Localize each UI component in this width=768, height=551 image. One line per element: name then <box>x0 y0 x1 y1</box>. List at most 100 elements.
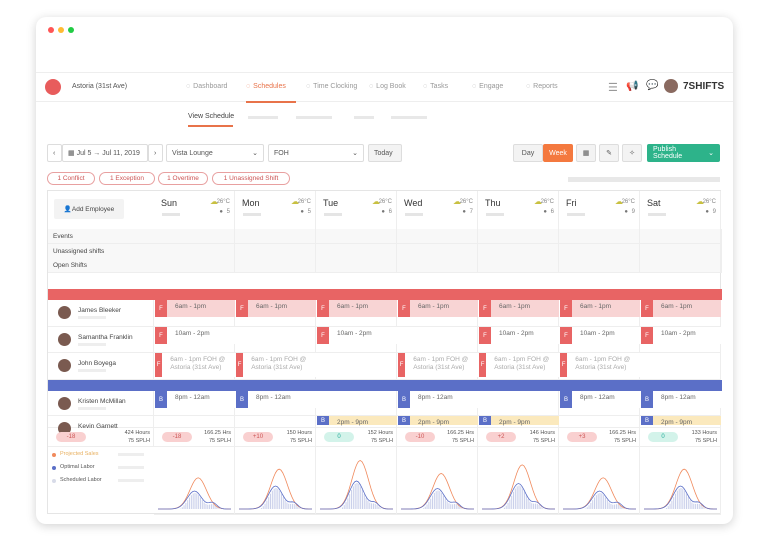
day-header[interactable]: Wed ☁ 26°C ● 7 <box>397 191 478 229</box>
shift-block[interactable]: B 8pm - 12am <box>236 391 316 408</box>
minimize-dot[interactable] <box>58 27 64 33</box>
shift-block[interactable]: F 6am - 1pm <box>641 300 721 317</box>
shift-block[interactable]: F 6am - 1pm FOH @ Astoria (31st Ave) <box>398 353 478 377</box>
shift-block[interactable]: B 2pm - 9pm <box>641 416 721 426</box>
day-header[interactable]: Sun ☁ 26°C ● 5 <box>154 191 235 229</box>
shift-cell[interactable] <box>316 391 397 416</box>
alert-pill[interactable]: 1 Exception <box>99 172 155 185</box>
info-cell[interactable] <box>640 229 721 244</box>
day-view-button[interactable]: Day <box>513 144 543 162</box>
shift-cell[interactable] <box>640 353 721 380</box>
employee-cell[interactable] <box>48 300 154 327</box>
shift-cell[interactable] <box>235 416 316 428</box>
info-cell[interactable] <box>559 243 640 259</box>
info-cell[interactable] <box>478 243 559 259</box>
week-view-button[interactable]: Week <box>543 144 573 162</box>
info-cell[interactable] <box>316 243 397 259</box>
shift-block[interactable]: B 8pm - 12am <box>398 391 478 408</box>
info-cell[interactable] <box>235 258 316 273</box>
day-header[interactable]: Tue ☁ 26°C ● 6 <box>316 191 397 229</box>
employee-cell[interactable] <box>48 391 154 416</box>
info-cell[interactable] <box>154 258 235 273</box>
shift-block[interactable]: B 8pm - 12am <box>560 391 640 408</box>
shift-block[interactable]: B 8pm - 12am <box>641 391 721 408</box>
nav-time-clocking[interactable]: ◌ Time Clocking <box>306 83 357 90</box>
info-cell[interactable] <box>559 258 640 273</box>
shift-block[interactable]: F 6am - 1pm <box>236 300 316 317</box>
shift-cell[interactable] <box>316 353 397 380</box>
info-cell[interactable] <box>478 229 559 244</box>
shift-block[interactable]: F 10am - 2pm <box>479 327 559 344</box>
location-select[interactable]: Vista Lounge ⌄ <box>166 144 264 162</box>
publish-schedule-button[interactable]: Publish Schedule ⌄ <box>647 144 720 162</box>
shift-cell[interactable] <box>397 327 478 353</box>
shift-block[interactable]: B 8pm - 12am <box>155 391 235 408</box>
day-header[interactable]: Mon ☁ 26°C ● 5 <box>235 191 316 229</box>
alert-pill[interactable]: 1 Unassigned Shift <box>212 172 290 185</box>
employee-name[interactable]: James Bleeker <box>78 307 121 314</box>
shift-block[interactable]: F 10am - 2pm <box>641 327 721 344</box>
info-cell[interactable] <box>316 229 397 244</box>
close-dot[interactable] <box>48 27 54 33</box>
shift-block[interactable]: F 6am - 1pm FOH @ Astoria (31st Ave) <box>236 353 316 377</box>
info-cell[interactable] <box>559 229 640 244</box>
day-header[interactable]: Thu ☁ 26°C ● 6 <box>478 191 559 229</box>
shift-block[interactable]: F 6am - 1pm <box>398 300 478 317</box>
nav-engage[interactable]: ◌ Engage <box>472 83 503 90</box>
nav-log-book[interactable]: ◌ Log Book <box>369 83 406 90</box>
info-cell[interactable] <box>316 258 397 273</box>
info-cell[interactable] <box>154 243 235 259</box>
user-avatar[interactable] <box>664 79 678 93</box>
next-week-button[interactable]: › <box>148 144 163 162</box>
shift-block[interactable]: F 6am - 1pm FOH @ Astoria (31st Ave) <box>155 353 235 377</box>
alert-pill[interactable]: 1 Overtime <box>158 172 208 185</box>
prev-week-button[interactable]: ‹ <box>47 144 62 162</box>
shift-cell[interactable] <box>559 416 640 428</box>
nav-reports[interactable]: ◌ Reports <box>526 83 558 90</box>
chat-icon[interactable]: 💬 <box>646 80 659 91</box>
alert-pill[interactable]: 1 Conflict <box>47 172 95 185</box>
shift-block[interactable]: B 2pm - 9pm <box>317 416 397 426</box>
day-header[interactable]: Sat ☁ 26°C ● 9 <box>640 191 721 229</box>
shift-cell[interactable] <box>154 416 235 428</box>
nav-schedules[interactable]: ◌ Schedules <box>246 83 286 90</box>
pencil-icon[interactable]: ✎ <box>599 144 619 162</box>
info-cell[interactable] <box>478 258 559 273</box>
shift-block[interactable]: F 6am - 1pm <box>317 300 397 317</box>
employee-name[interactable]: Kristen McMillan <box>78 398 126 405</box>
shift-block[interactable]: F 6am - 1pm <box>479 300 559 317</box>
employee-name[interactable]: Kevin Garnett <box>78 423 118 430</box>
date-range-picker[interactable]: ▦ Jul 5 → Jul 11, 2019 <box>62 144 148 162</box>
employee-name[interactable]: John Boyega <box>78 360 116 367</box>
shift-block[interactable]: B 2pm - 9pm <box>479 416 559 426</box>
maximize-dot[interactable] <box>68 27 74 33</box>
department-select[interactable]: FOH ⌄ <box>268 144 364 162</box>
layout-icon[interactable]: ▦ <box>576 144 596 162</box>
shift-block[interactable]: F 6am - 1pm FOH @ Astoria (31st Ave) <box>560 353 640 377</box>
employee-cell[interactable] <box>48 416 154 428</box>
shift-block[interactable]: F 6am - 1pm FOH @ Astoria (31st Ave) <box>479 353 559 377</box>
shift-cell[interactable] <box>235 327 316 353</box>
add-employee-button[interactable]: 👤 Add Employee <box>54 199 124 219</box>
megaphone-icon[interactable]: 📢 <box>626 81 639 92</box>
shift-block[interactable]: F 6am - 1pm <box>155 300 235 317</box>
info-cell[interactable] <box>235 229 316 244</box>
nav-tasks[interactable]: ◌ Tasks <box>423 83 448 90</box>
today-button[interactable]: Today <box>368 144 402 162</box>
magic-wand-icon[interactable]: ✧ <box>622 144 642 162</box>
info-cell[interactable] <box>640 243 721 259</box>
employee-name[interactable]: Samantha Franklin <box>78 334 133 341</box>
nav-dashboard[interactable]: ◌ Dashboard <box>186 83 227 90</box>
info-cell[interactable] <box>397 229 478 244</box>
employee-cell[interactable] <box>48 353 154 380</box>
shift-block[interactable]: F 10am - 2pm <box>317 327 397 344</box>
shift-block[interactable]: B 2pm - 9pm <box>398 416 478 426</box>
shift-block[interactable]: F 10am - 2pm <box>560 327 640 344</box>
shift-block[interactable]: F 10am - 2pm <box>155 327 235 344</box>
tab-view-schedule[interactable]: View Schedule <box>188 113 235 120</box>
info-cell[interactable] <box>640 258 721 273</box>
location-name[interactable]: Astoria (31st Ave) <box>72 83 128 90</box>
day-header[interactable]: Fri ☁ 26°C ● 9 <box>559 191 640 229</box>
info-cell[interactable] <box>397 258 478 273</box>
info-cell[interactable] <box>235 243 316 259</box>
